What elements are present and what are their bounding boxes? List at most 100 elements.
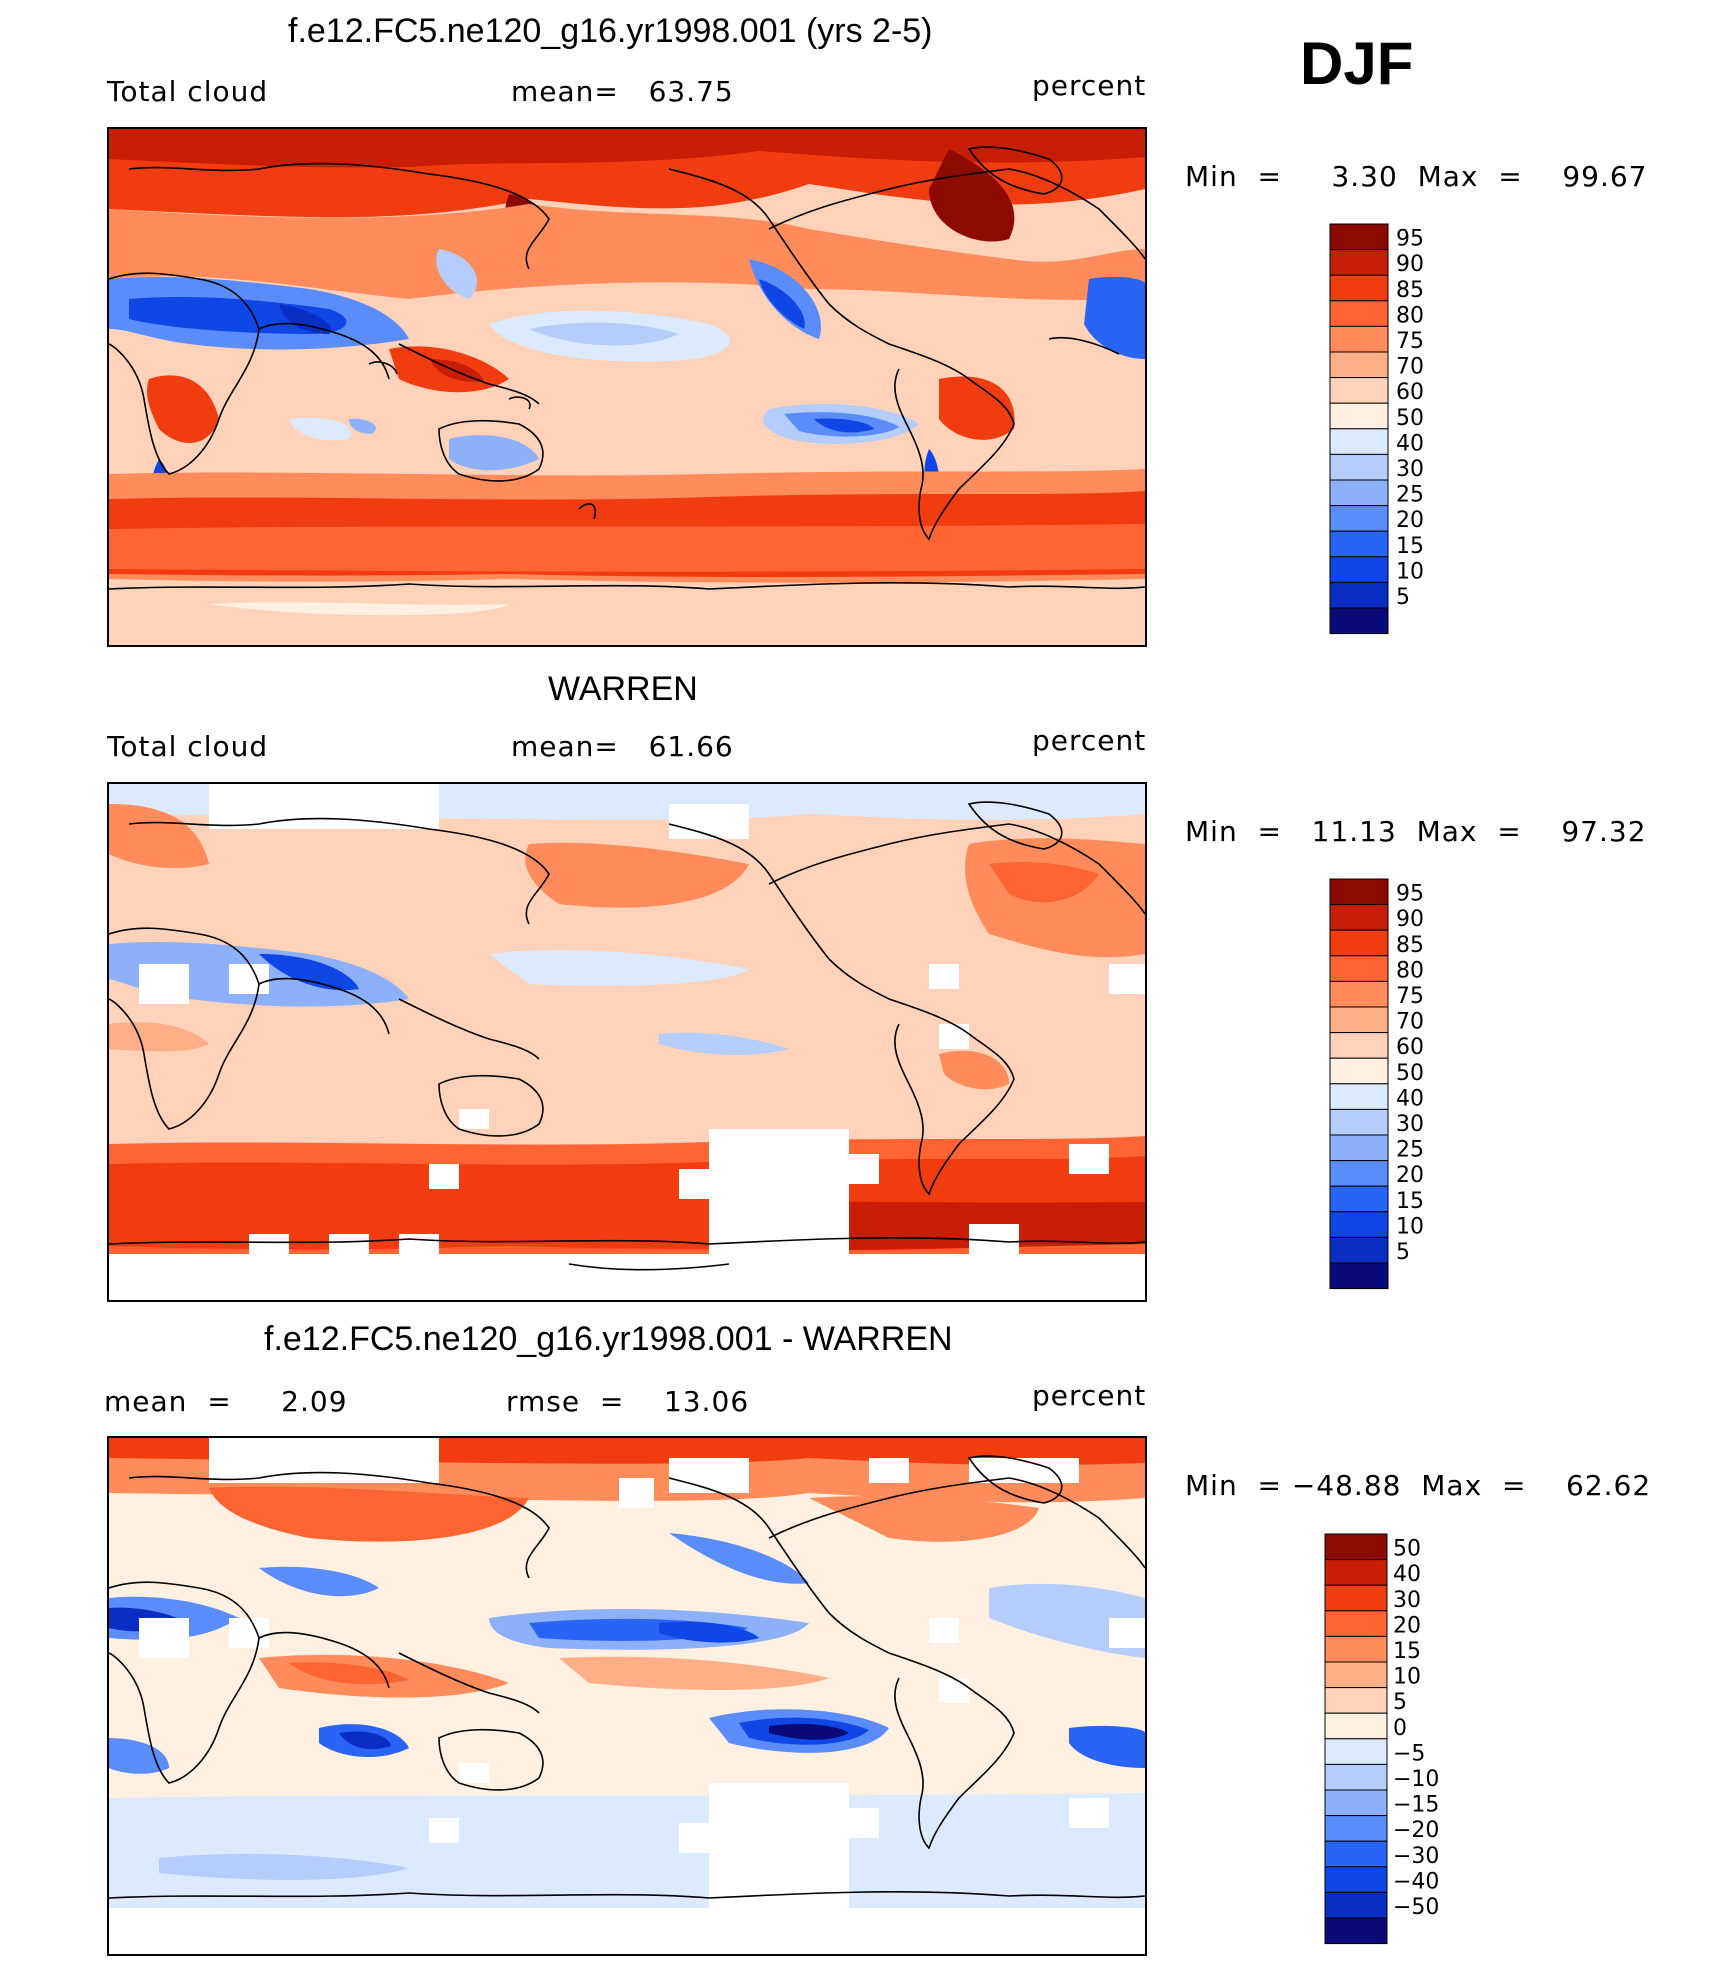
colorbar-tick-label: 20: [1396, 1163, 1424, 1188]
colorbar-box: [1324, 1559, 1388, 1586]
colorbar-box: [1329, 402, 1389, 430]
colorbar-box: [1324, 1738, 1388, 1765]
colorbar-box: [1329, 428, 1389, 455]
colorbar-box: [1329, 1006, 1389, 1034]
panel1-minmax: Min = 3.30 Max = 99.67: [1185, 160, 1648, 193]
colorbar-box: [1329, 1211, 1389, 1238]
colorbar-box: [1329, 1057, 1389, 1085]
colorbar-tick-label: 5: [1396, 585, 1410, 610]
colorbar-box: [1329, 249, 1389, 276]
colorbar-box: [1329, 980, 1389, 1008]
colorbar-tick-label: −20: [1393, 1818, 1439, 1843]
colorbar-tick-label: 25: [1396, 483, 1424, 508]
colorbar-tick-label: −5: [1393, 1741, 1425, 1766]
colorbar-box: [1329, 581, 1389, 609]
colorbar-tick-label: 40: [1396, 431, 1424, 456]
colorbar-tick-label: −15: [1393, 1793, 1439, 1818]
panel1-map: [107, 127, 1147, 647]
colorbar-box: [1329, 377, 1389, 404]
colorbar-tick-label: 20: [1396, 508, 1424, 533]
panel3-map-svg: [109, 1438, 1145, 1954]
panel2-title: WARREN: [548, 670, 698, 708]
panel1-title: f.e12.FC5.ne120_g16.yr1998.001 (yrs 2-5): [288, 12, 933, 50]
colorbar-tick-label: −50: [1393, 1895, 1439, 1920]
colorbar-tick-label: 15: [1396, 1189, 1424, 1214]
colorbar-box: [1324, 1789, 1388, 1817]
panel2-left-label: Total cloud: [107, 730, 269, 763]
colorbar-tick-label: 15: [1396, 534, 1424, 559]
colorbar-tick-label: −30: [1393, 1844, 1439, 1869]
colorbar-box: [1329, 223, 1389, 251]
colorbar-tick-label: 95: [1396, 882, 1424, 907]
colorbar-box: [1324, 1533, 1388, 1561]
colorbar-box: [1329, 1032, 1389, 1059]
colorbar-tick-label: 95: [1396, 227, 1424, 252]
colorbar-box: [1329, 300, 1389, 327]
colorbar-box: [1324, 1840, 1388, 1868]
colorbar-tick-label: 85: [1396, 278, 1424, 303]
colorbar-box: [1329, 351, 1389, 379]
colorbar-tick-label: 90: [1396, 907, 1424, 932]
colorbar-box: [1329, 1160, 1389, 1187]
colorbar-tick-label: 25: [1396, 1138, 1424, 1163]
colorbar-box: [1324, 1763, 1388, 1791]
colorbar-box: [1329, 479, 1389, 507]
colorbar-tick-label: 50: [1396, 406, 1424, 431]
colorbar-tick-label: 85: [1396, 933, 1424, 958]
panel3-map: [107, 1436, 1147, 1956]
colorbar-box: [1329, 1236, 1389, 1264]
colorbar-tick-label: 50: [1396, 1061, 1424, 1086]
colorbar-box: [1329, 1134, 1389, 1162]
panel1-left-label: Total cloud: [107, 75, 269, 108]
colorbar-box: [1329, 325, 1389, 353]
colorbar-tick-label: 80: [1396, 303, 1424, 328]
colorbar-tick-label: 30: [1396, 457, 1424, 482]
panel3-mean: mean = 2.09: [104, 1385, 348, 1418]
colorbar-tick-label: 50: [1393, 1537, 1421, 1562]
colorbar-tick-label: 70: [1396, 1010, 1424, 1035]
colorbar-tick-label: 30: [1393, 1588, 1421, 1613]
colorbar-tick-label: 75: [1396, 329, 1424, 354]
panel1-map-svg: [109, 129, 1145, 645]
colorbar-box: [1329, 955, 1389, 982]
colorbar-box: [1324, 1712, 1388, 1740]
colorbar-box: [1329, 904, 1389, 931]
colorbar-tick-label: 90: [1396, 252, 1424, 277]
colorbar-tick-label: 70: [1396, 355, 1424, 380]
panel3-minmax: Min = −48.88 Max = 62.62: [1185, 1469, 1652, 1502]
colorbar-box: [1324, 1815, 1388, 1842]
colorbar-tick-label: 40: [1396, 1086, 1424, 1111]
colorbar-box: [1329, 1262, 1389, 1290]
colorbar-box: [1329, 1108, 1389, 1136]
colorbar-box: [1324, 1610, 1388, 1637]
colorbar-box: [1324, 1687, 1388, 1714]
colorbar-tick-label: 5: [1396, 1240, 1410, 1265]
colorbar-box: [1324, 1891, 1388, 1919]
colorbar-box: [1329, 1185, 1389, 1213]
panel2-map: [107, 782, 1147, 1302]
colorbar-box: [1329, 878, 1389, 906]
colorbar-box: [1329, 505, 1389, 532]
colorbar-box: [1329, 1083, 1389, 1110]
panel3-units: percent: [1032, 1379, 1147, 1412]
panel1-units: percent: [1032, 69, 1147, 102]
colorbar-tick-label: 20: [1393, 1613, 1421, 1638]
season-label: DJF: [1300, 30, 1414, 97]
colorbar-box: [1329, 607, 1389, 635]
colorbar-tick-label: 75: [1396, 984, 1424, 1009]
colorbar-tick-label: 40: [1393, 1562, 1421, 1587]
panel2-mean: mean= 61.66: [511, 730, 734, 763]
colorbar-tick-label: 60: [1396, 380, 1424, 405]
colorbar-tick-label: 5: [1393, 1690, 1407, 1715]
colorbar-tick-label: 80: [1396, 958, 1424, 983]
colorbar-tick-label: 60: [1396, 1035, 1424, 1060]
panel1-mean: mean= 63.75: [511, 75, 734, 108]
panel2-map-svg: [109, 784, 1145, 1300]
colorbar-tick-label: 10: [1396, 1214, 1424, 1239]
panel3-rmse: rmse = 13.06: [506, 1385, 750, 1418]
colorbar-tick-label: −10: [1393, 1767, 1439, 1792]
colorbar-tick-label: 0: [1393, 1716, 1407, 1741]
colorbar-box: [1329, 530, 1389, 558]
